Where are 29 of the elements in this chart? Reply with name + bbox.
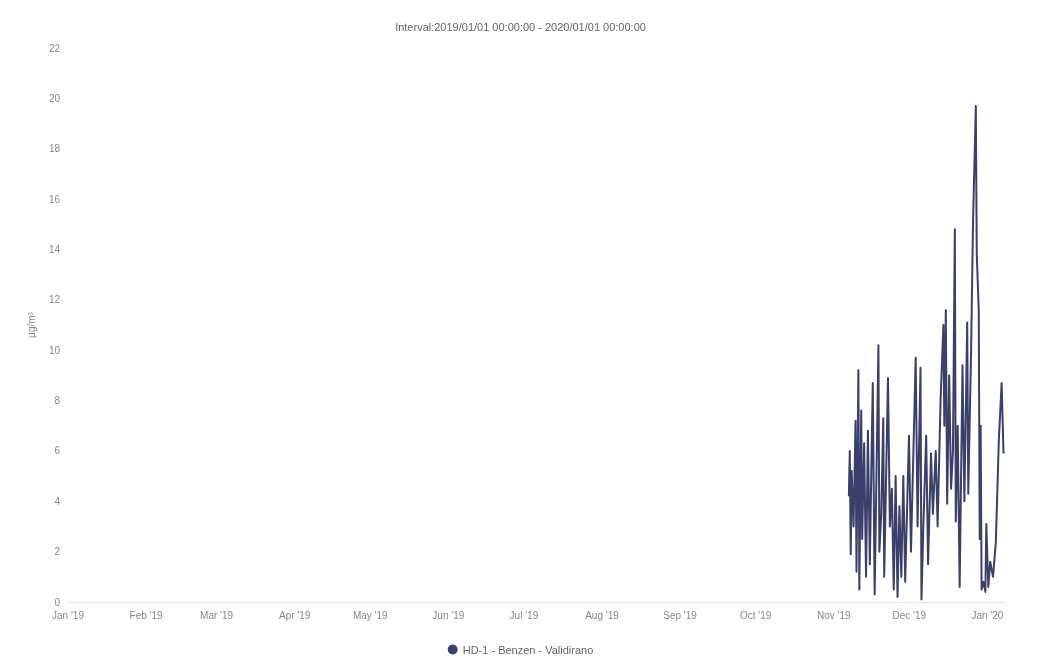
x-tick-label: Jan '19	[52, 609, 85, 621]
x-tick-label: Feb '19	[129, 609, 164, 621]
x-tick-label: Aug '19	[585, 609, 620, 621]
line-series	[847, 104, 1005, 601]
x-tick-label: Oct '19	[739, 609, 772, 621]
x-tick-label: Nov '19	[816, 609, 851, 621]
x-tick-label: Sep '19	[663, 609, 698, 621]
x-tick-label: May '19	[352, 609, 389, 621]
legend-label: HD-1 - Benzen - Validirano	[462, 643, 594, 656]
x-tick-label: Dec '19	[892, 609, 927, 621]
y-tick-label: 22	[48, 42, 61, 54]
y-tick-label: 14	[48, 243, 61, 255]
y-tick-label: 10	[48, 344, 61, 356]
y-tick-label: 4	[54, 495, 61, 507]
y-tick-label: 16	[48, 193, 61, 205]
x-tick-label: Apr '19	[279, 609, 311, 621]
y-tick-label: 2	[54, 546, 61, 558]
y-tick-label: 18	[48, 143, 61, 155]
x-tick-label: Jun '19	[432, 609, 465, 621]
y-tick-label: 12	[48, 294, 61, 306]
x-tick-label: Jan '20	[971, 609, 1004, 621]
y-tick-label: 20	[48, 92, 61, 104]
y-tick-label: 0	[54, 596, 61, 608]
x-tick-label: Mar '19	[200, 609, 234, 621]
y-tick-label: 6	[54, 445, 61, 457]
y-axis-title: µg/m³	[25, 311, 37, 338]
chart-title: Interval:2019/01/01 00:00:00 - 2020/01/01 00:00:00	[395, 20, 646, 33]
y-tick-label: 8	[54, 395, 61, 407]
x-tick-label: Jul '19	[509, 609, 539, 621]
